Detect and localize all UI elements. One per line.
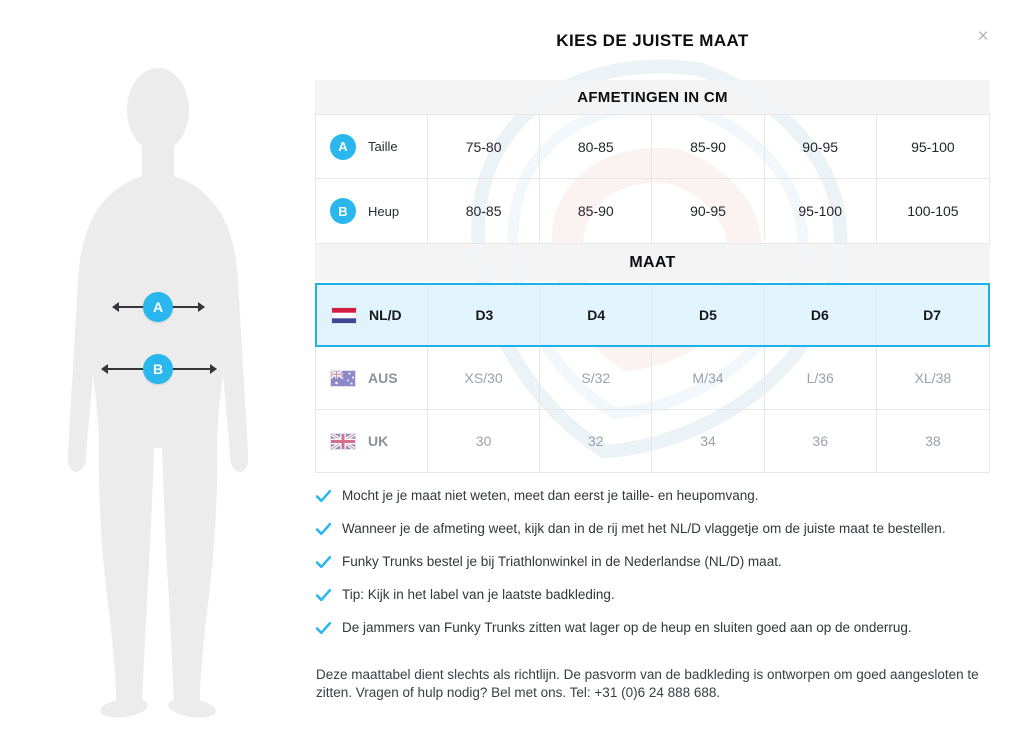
size-cell: M/34 (652, 347, 765, 409)
hip-marker-b: B (143, 354, 173, 384)
australia-flag-icon (330, 369, 356, 387)
netherlands-flag-icon (331, 306, 357, 324)
table-row-uk: UK 30 32 34 36 38 (315, 410, 990, 473)
measurements-header: AFMETINGEN IN CM (315, 80, 990, 114)
check-icon (316, 588, 331, 602)
cm-cell: 90-95 (652, 179, 765, 243)
check-icon (316, 522, 331, 536)
list-item: Tip: Kijk in het label van je laatste ba… (316, 585, 996, 605)
size-cell: D4 (541, 285, 653, 345)
list-item: Wanneer je de afmeting weet, kijk dan in… (316, 519, 996, 539)
size-cell: S/32 (540, 347, 653, 409)
note-text: Mocht je je maat niet weten, meet dan ee… (342, 488, 759, 503)
list-item: Mocht je je maat niet weten, meet dan ee… (316, 486, 996, 506)
table-row-heup: B Heup 80-85 85-90 90-95 95-100 100-105 (315, 179, 990, 244)
size-cell: 36 (765, 410, 877, 472)
waist-marker-a: A (143, 292, 173, 322)
notes-list: Mocht je je maat niet weten, meet dan ee… (316, 486, 996, 651)
nld-label-cell: NL/D (317, 285, 429, 345)
size-cell: 38 (925, 433, 941, 449)
note-text: Wanneer je de afmeting weet, kijk dan in… (342, 521, 946, 536)
cm-cell: 80-85 (428, 179, 541, 243)
note-text: De jammers van Funky Trunks zitten wat l… (342, 620, 912, 635)
body-silhouette (58, 60, 262, 720)
cm-cell: 95-100 (911, 138, 955, 155)
size-cell: D3 (429, 285, 541, 345)
list-item: Funky Trunks bestel je bij Triathlonwink… (316, 552, 996, 572)
table-row-taille: A Taille 75-80 80-85 85-90 90-95 95-100 (315, 114, 990, 179)
check-icon (316, 621, 331, 635)
cm-cell: 85-90 (652, 115, 765, 178)
disclaimer-text: Deze maattabel dient slechts als richtli… (316, 667, 979, 700)
taille-label-cell: A Taille (316, 115, 428, 178)
cm-cell: 75-80 (428, 115, 541, 178)
page-title: KIES DE JUISTE MAAT (556, 31, 749, 50)
marker-b-icon: B (330, 198, 356, 224)
row-label: NL/D (369, 307, 402, 323)
marker-a-icon: A (330, 133, 356, 160)
close-icon[interactable]: × (977, 26, 989, 47)
table-row-aus: AUS XS/30 S/32 M/34 L/36 XL/38 (315, 347, 990, 410)
cm-cell: 95-100 (765, 179, 877, 243)
list-item: De jammers van Funky Trunks zitten wat l… (316, 618, 996, 638)
cm-cell: 100-105 (907, 203, 959, 219)
heup-label-cell: B Heup (316, 179, 428, 243)
row-label: UK (368, 433, 389, 449)
size-cell: D6 (764, 285, 877, 345)
size-table: AFMETINGEN IN CM A Taille 75-80 80-85 85… (315, 80, 990, 473)
cm-cell: 85-90 (540, 179, 653, 243)
cm-cell: 90-95 (765, 115, 877, 178)
note-text: Funky Trunks bestel je bij Triathlonwink… (342, 554, 782, 569)
size-cell: D5 (653, 285, 765, 345)
size-header: MAAT (315, 244, 990, 281)
row-label: AUS (368, 370, 398, 386)
row-label: Heup (368, 203, 400, 219)
size-cell: 30 (428, 410, 541, 472)
note-text: Tip: Kijk in het label van je laatste ba… (342, 587, 615, 602)
check-icon (316, 555, 331, 569)
size-cell: 34 (652, 410, 765, 472)
size-cell: XS/30 (428, 347, 541, 409)
aus-label-cell: AUS (316, 347, 428, 409)
size-cell: D7 (923, 307, 942, 323)
size-cell: L/36 (765, 347, 877, 409)
row-label: Taille (368, 139, 398, 154)
check-icon (316, 489, 331, 503)
male-silhouette-icon (67, 68, 249, 718)
cm-cell: 80-85 (540, 115, 653, 178)
uk-label-cell: UK (316, 410, 428, 472)
size-cell: XL/38 (914, 370, 952, 386)
table-row-nld: NL/D D3 D4 D5 D6 D7 (315, 283, 990, 347)
united-kingdom-flag-icon (330, 432, 356, 450)
size-cell: 32 (540, 410, 653, 472)
